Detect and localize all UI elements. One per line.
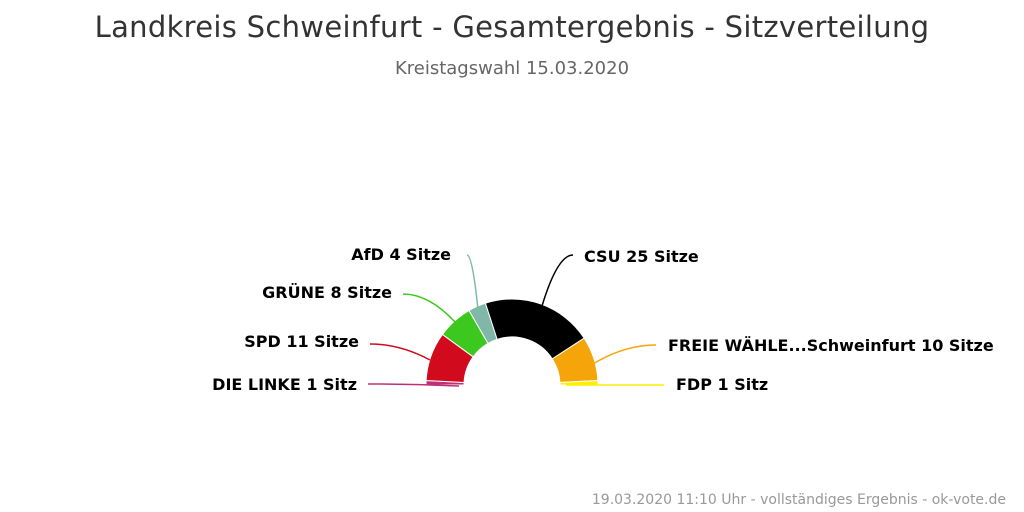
data-label: GRÜNE 8 Sitze [262,283,392,302]
slices-layer [425,298,599,386]
leader-line [402,293,456,323]
leader-line [466,254,479,311]
data-label: CSU 25 Sitze [584,247,699,266]
data-label: AfD 4 Sitze [351,245,451,264]
data-label: FDP 1 Sitz [676,375,768,394]
chart-footer: 19.03.2020 11:10 Uhr - vollständiges Erg… [591,492,1006,508]
leader-line [369,343,431,361]
chart-title: Landkreis Schweinfurt - Gesamtergebnis -… [94,10,930,44]
data-label: DIE LINKE 1 Sitz [212,375,357,394]
leader-line [541,254,574,307]
leaders-layer [367,254,664,387]
chart-subtitle: Kreistagswahl 15.03.2020 [394,58,630,79]
leader-line [592,344,657,365]
labels-layer: DIE LINKE 1 Sitz SPD 11 Sitze GRÜNE 8 Sitz… [212,245,994,394]
leader-line [367,383,460,387]
data-label: SPD 11 Sitze [244,332,359,351]
data-label: FREIE WÄHLE...Schweinfurt 10 Sitze [668,336,994,355]
slice-fdp [559,379,599,386]
